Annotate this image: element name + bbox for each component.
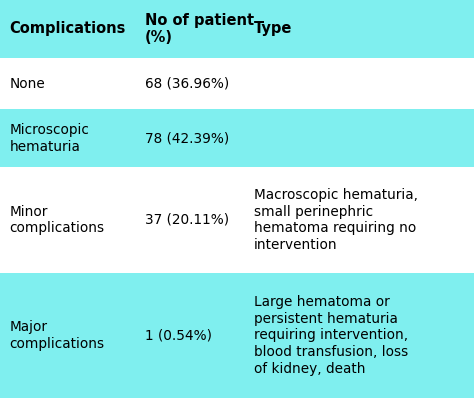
Text: Minor
complications: Minor complications bbox=[9, 205, 105, 235]
Text: Large hematoma or
persistent hematuria
requiring intervention,
blood transfusion: Large hematoma or persistent hematuria r… bbox=[254, 295, 408, 376]
Text: Type: Type bbox=[254, 21, 292, 36]
Bar bbox=[0, 0, 474, 58]
Text: 37 (20.11%): 37 (20.11%) bbox=[145, 213, 228, 227]
Text: Microscopic
hematuria: Microscopic hematuria bbox=[9, 123, 90, 154]
Text: Major
complications: Major complications bbox=[9, 320, 105, 351]
Bar bbox=[0, 167, 474, 273]
Bar bbox=[0, 273, 474, 398]
Text: None: None bbox=[9, 76, 45, 91]
Bar bbox=[0, 109, 474, 167]
Text: 78 (42.39%): 78 (42.39%) bbox=[145, 131, 229, 145]
Text: 1 (0.54%): 1 (0.54%) bbox=[145, 328, 211, 342]
Text: 68 (36.96%): 68 (36.96%) bbox=[145, 76, 229, 91]
Text: Macroscopic hematuria,
small perinephric
hematoma requiring no
intervention: Macroscopic hematuria, small perinephric… bbox=[254, 188, 418, 252]
Bar bbox=[0, 58, 474, 109]
Text: Complications: Complications bbox=[9, 21, 126, 36]
Text: No of patient
(%): No of patient (%) bbox=[145, 13, 254, 45]
